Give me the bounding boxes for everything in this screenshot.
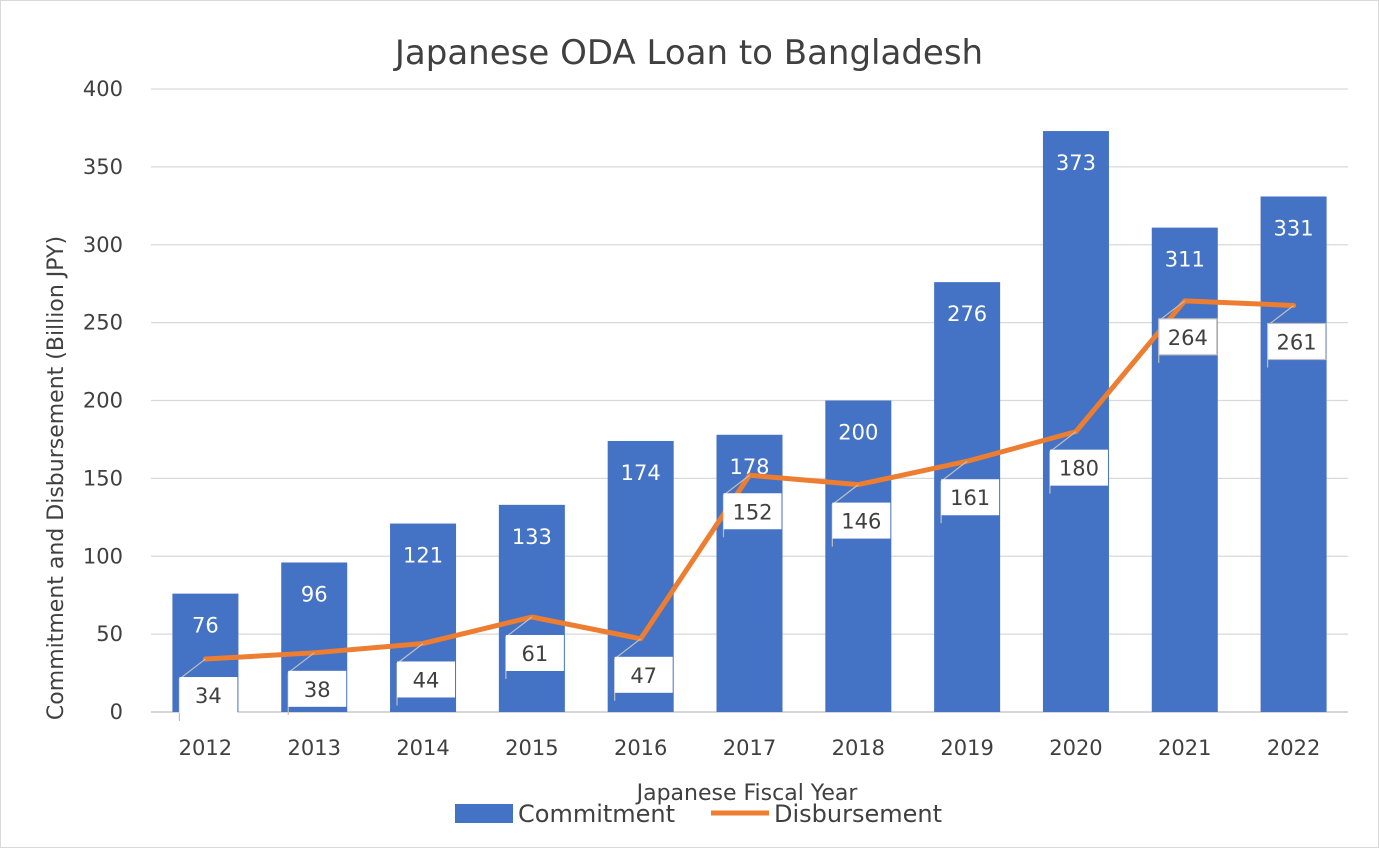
x-axis-title: Japanese Fiscal Year [635, 781, 859, 806]
disbursement-value-label: 152 [732, 500, 772, 524]
y-axis-title: Commitment and Disbursement (Billion JPY… [44, 236, 69, 720]
legend-label-disbursement: Disbursement [774, 800, 942, 828]
commitment-value-label: 373 [1056, 151, 1096, 175]
x-tick-label: 2014 [396, 736, 449, 760]
callout-box [832, 502, 891, 539]
commitment-bars [172, 131, 1327, 713]
x-tick-label: 2019 [940, 736, 993, 760]
disbursement-value-label: 161 [950, 486, 990, 510]
commitment-bar [498, 504, 565, 712]
y-tick-label: 150 [83, 466, 123, 490]
commitment-value-label: 96 [301, 582, 328, 606]
chart-title: Japanese ODA Loan to Bangladesh [393, 33, 983, 73]
disbursement-value-label: 38 [304, 678, 331, 702]
commitment-value-label: 76 [192, 614, 219, 638]
x-tick-label: 2015 [505, 736, 558, 760]
commitment-value-label: 331 [1274, 216, 1314, 240]
callout-box [1049, 449, 1108, 486]
x-tick-label: 2017 [723, 736, 776, 760]
commitment-value-label: 174 [621, 461, 661, 485]
callout-leader [940, 460, 968, 524]
x-axis-ticks: 2012 2013 2014 2015 2016 2017 2018 2019 2020 2021… [179, 736, 1321, 760]
legend: Commitment Disbursement [455, 800, 942, 828]
y-tick-label: 0 [110, 700, 123, 724]
disbursement-value-label: 264 [1168, 326, 1208, 350]
callout-leader [178, 658, 206, 722]
callout-box [1158, 318, 1218, 356]
x-tick-label: 2018 [832, 736, 885, 760]
disbursement-value-label: 47 [630, 664, 657, 688]
y-tick-label: 300 [83, 233, 123, 257]
callout-leader [396, 642, 424, 706]
x-tick-label: 2022 [1267, 736, 1320, 760]
callout-box [288, 670, 347, 707]
disbursement-labels: 34 38 44 61 47 152 146 161 180 264 261 [178, 300, 1327, 722]
commitment-value-label: 133 [512, 525, 552, 549]
y-axis-ticks: 0 50 100 150 200 250 300 350 400 [83, 77, 123, 724]
y-tick-label: 100 [83, 544, 123, 568]
disbursement-value-label: 180 [1059, 457, 1099, 481]
disbursement-value-label: 44 [413, 668, 440, 692]
y-tick-label: 400 [83, 77, 123, 101]
commitment-value-label: 311 [1165, 248, 1205, 272]
commitment-bar [1260, 196, 1327, 712]
callout-box [941, 479, 1000, 516]
x-tick-label: 2021 [1158, 736, 1211, 760]
disbursement-value-label: 34 [195, 684, 222, 708]
x-tick-label: 2020 [1049, 736, 1102, 760]
x-tick-label: 2013 [288, 736, 341, 760]
x-tick-label: 2016 [614, 736, 667, 760]
disbursement-value-label: 146 [841, 510, 881, 534]
callout-leader [1049, 431, 1077, 494]
commitment-bar [1151, 227, 1218, 712]
commitment-bar [716, 434, 783, 712]
x-tick-label: 2012 [179, 736, 232, 760]
callout-leader [287, 652, 315, 715]
legend-swatch-commitment [455, 804, 513, 823]
commitment-bar [1042, 131, 1109, 713]
disbursement-value-label: 61 [521, 642, 548, 666]
callout-box [505, 634, 564, 671]
commitment-value-label: 200 [838, 421, 878, 445]
y-tick-label: 250 [83, 311, 123, 335]
gridlines [151, 88, 1348, 713]
y-tick-label: 200 [83, 389, 123, 413]
legend-label-commitment: Commitment [518, 800, 675, 828]
callout-box [1266, 322, 1327, 361]
commitment-bar [825, 400, 892, 712]
callout-box [614, 656, 673, 693]
y-tick-label: 50 [96, 622, 123, 646]
callout-leader [831, 484, 859, 547]
disbursement-value-label: 261 [1277, 330, 1317, 354]
callout-box [397, 661, 456, 698]
commitment-value-label: 121 [403, 544, 443, 568]
callout-box [179, 677, 238, 714]
callout-box [723, 493, 782, 530]
y-tick-label: 350 [83, 155, 123, 179]
commitment-value-label: 276 [947, 302, 987, 326]
